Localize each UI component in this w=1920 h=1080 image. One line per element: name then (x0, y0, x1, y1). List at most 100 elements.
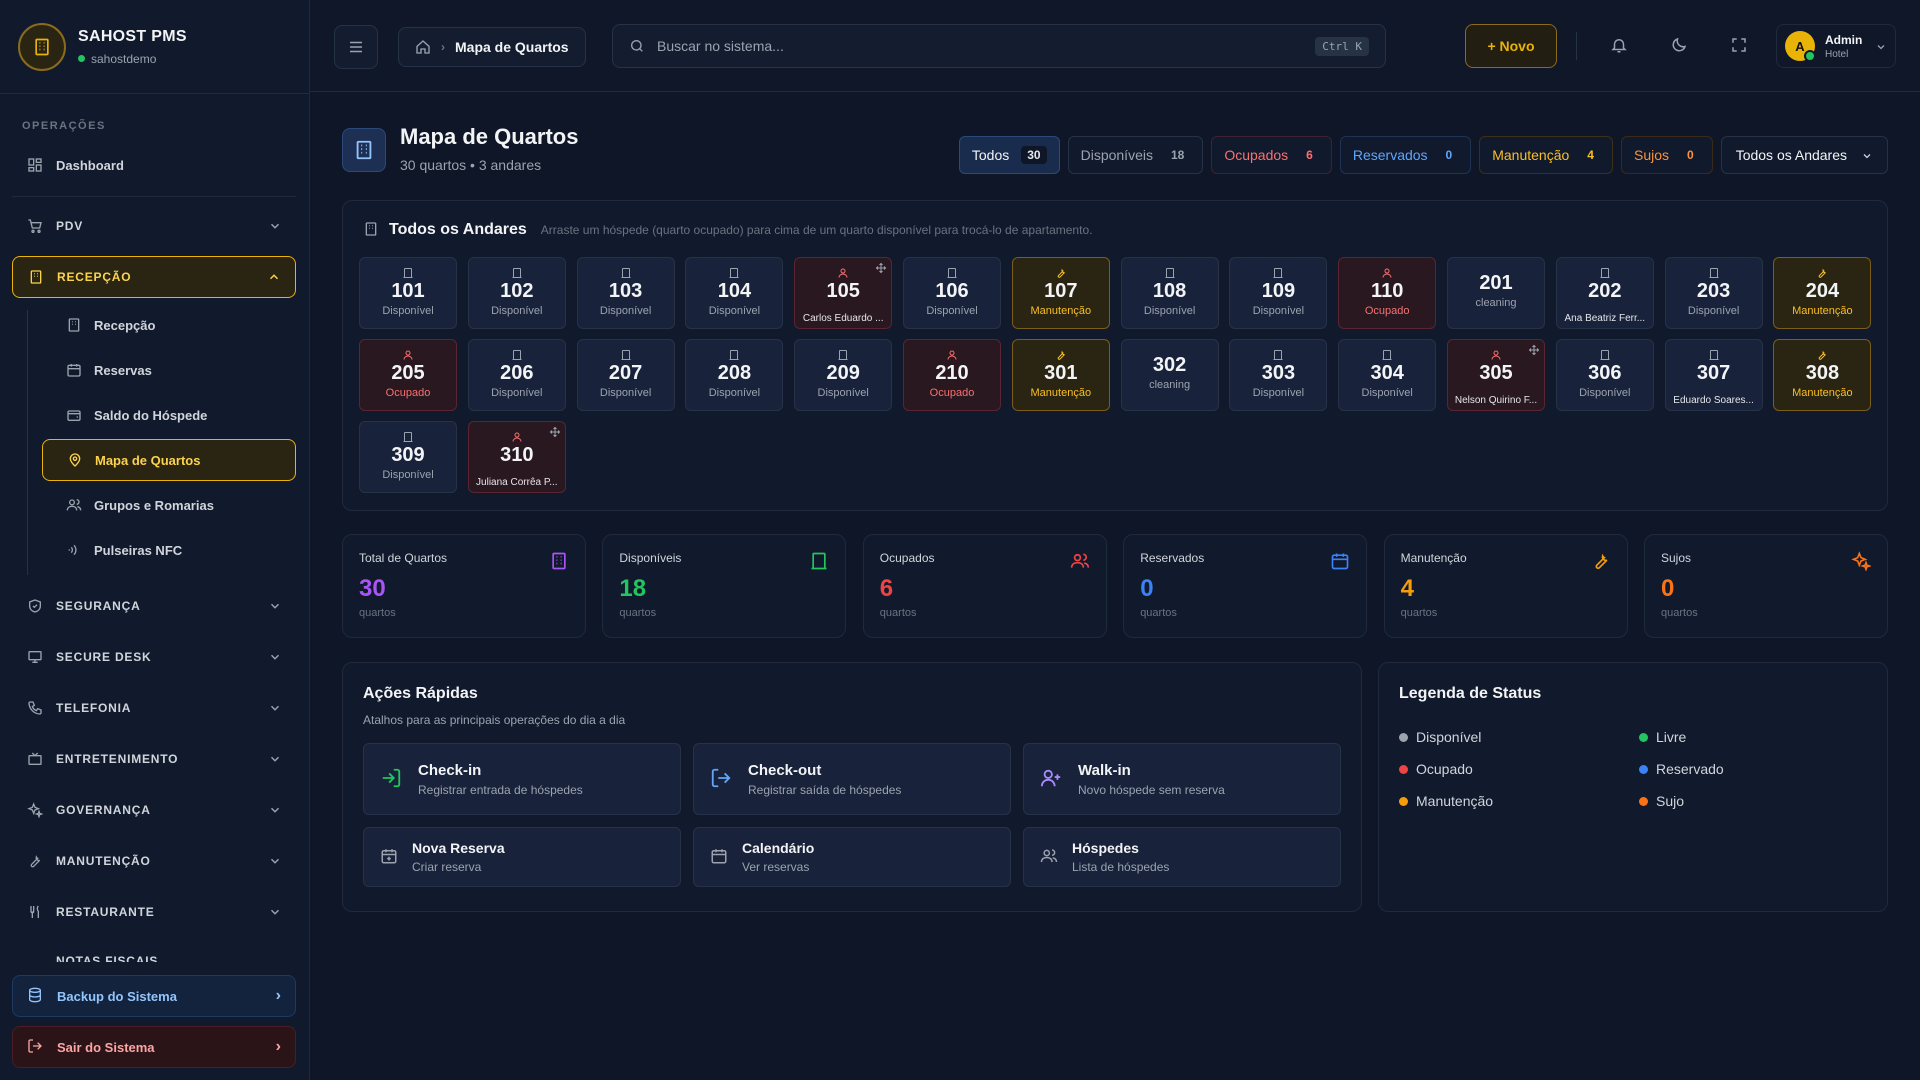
page-title: Mapa de Quartos (400, 124, 579, 149)
stat-unit: quartos (359, 607, 396, 619)
room-card-104[interactable]: 104 Disponível (685, 257, 784, 329)
menu-toggle-button[interactable] (334, 25, 378, 69)
room-card-105[interactable]: 105 Carlos Eduardo ... (794, 257, 893, 329)
bell-icon[interactable] (1608, 34, 1630, 56)
nova-reserva-button[interactable]: Nova Reserva Criar reserva (363, 827, 681, 887)
filter-manutencao[interactable]: Manutenção 4 (1479, 136, 1613, 174)
door-icon (1708, 348, 1720, 360)
home-icon[interactable] (415, 39, 431, 55)
moon-icon[interactable] (1668, 34, 1690, 56)
room-card-107[interactable]: 107 Manutenção (1011, 257, 1110, 329)
room-card-201[interactable]: 201 cleaning (1447, 257, 1545, 329)
wrench-icon (26, 852, 44, 870)
room-card-304[interactable]: 304 Disponível (1338, 339, 1437, 411)
calendario-button[interactable]: Calendário Ver reservas (693, 827, 1011, 887)
room-card-303[interactable]: 303 Disponível (1229, 339, 1328, 411)
sidebar-item-secure-desk[interactable]: SECURE DESK (12, 636, 296, 678)
sidebar-subitem-grupos[interactable]: Grupos e Romarias (42, 484, 296, 526)
user-icon (402, 348, 414, 360)
room-card-305[interactable]: 305 Nelson Quirino F... (1447, 339, 1545, 411)
room-status: cleaning (1475, 297, 1517, 309)
sidebar-item-label: ENTRETENIMENTO (56, 752, 179, 766)
room-card-207[interactable]: 207 Disponível (576, 339, 675, 411)
stat-value: 0 (1140, 575, 1154, 602)
sidebar-item-entretenimento[interactable]: ENTRETENIMENTO (12, 738, 296, 780)
room-card-209[interactable]: 209 Disponível (794, 339, 893, 411)
logout-button[interactable]: Sair do Sistema › (12, 1026, 296, 1068)
hospedes-button[interactable]: Hóspedes Lista de hóspedes (1023, 827, 1341, 887)
walkin-button[interactable]: Walk-in Novo hóspede sem reserva (1023, 743, 1341, 815)
backup-button[interactable]: Backup do Sistema › (12, 975, 296, 1017)
room-card-208[interactable]: 208 Disponível (685, 339, 784, 411)
room-card-205[interactable]: 205 Ocupado (359, 339, 457, 411)
floor-select-value: Todos os Andares (1735, 147, 1847, 163)
room-card-202[interactable]: 202 Ana Beatriz Ferr... (1555, 257, 1654, 329)
room-card-308[interactable]: 308 Manutenção (1773, 339, 1872, 411)
action-desc: Criar reserva (412, 860, 482, 874)
floor-select[interactable]: Todos os Andares (1720, 136, 1888, 174)
room-number: 303 (1261, 362, 1296, 384)
stat-value: 18 (619, 575, 647, 602)
move-icon[interactable] (549, 425, 561, 438)
sidebar-subitem-saldo[interactable]: Saldo do Hóspede (42, 394, 296, 436)
room-card-206[interactable]: 206 Disponível (467, 339, 566, 411)
room-card-101[interactable]: 101 Disponível (359, 257, 457, 329)
user-menu[interactable]: A Admin Hotel (1776, 24, 1896, 68)
filter-disponiveis[interactable]: Disponíveis 18 (1067, 136, 1204, 174)
room-card-204[interactable]: 204 Manutenção (1773, 257, 1872, 329)
sidebar-subitem-label: Saldo do Hóspede (94, 407, 208, 423)
sidebar-subitem-reservas[interactable]: Reservas (42, 349, 296, 391)
room-status: Disponível (382, 305, 434, 317)
room-card-203[interactable]: 203 Disponível (1664, 257, 1763, 329)
sidebar-item-restaurante[interactable]: RESTAURANTE (12, 891, 296, 933)
checkout-button[interactable]: Check-out Registrar saída de hóspedes (693, 743, 1011, 815)
room-card-306[interactable]: 306 Disponível (1555, 339, 1654, 411)
calendar-icon (710, 847, 730, 867)
room-card-307[interactable]: 307 Eduardo Soares... (1664, 339, 1763, 411)
room-card-106[interactable]: 106 Disponível (903, 257, 1001, 329)
room-card-309[interactable]: 309 Disponível (359, 421, 457, 493)
filter-reservados[interactable]: Reservados 0 (1339, 136, 1472, 174)
door-icon (946, 266, 958, 278)
room-card-103[interactable]: 103 Disponível (576, 257, 675, 329)
legend-item: Manutenção (1399, 793, 1493, 809)
sidebar-subitem-recepcao[interactable]: Recepção (42, 304, 296, 346)
sidebar: SAHOST PMS sahostdemo OPERAÇÕES Dashboar… (0, 0, 310, 1080)
stat-unit: quartos (1140, 607, 1177, 619)
chevron-down-icon (268, 701, 282, 715)
sidebar-item-recepcao[interactable]: RECEPÇÃO (12, 256, 296, 298)
sidebar-item-seguranca[interactable]: SEGURANÇA (12, 585, 296, 627)
room-card-210[interactable]: 210 Ocupado (903, 339, 1001, 411)
search-input[interactable]: Buscar no sistema... Ctrl K (612, 24, 1386, 68)
room-number: 103 (608, 280, 643, 302)
room-card-102[interactable]: 102 Disponível (467, 257, 566, 329)
move-icon[interactable] (875, 261, 887, 274)
filter-sujos[interactable]: Sujos 0 (1620, 136, 1713, 174)
room-number: 209 (826, 362, 860, 384)
room-card-109[interactable]: 109 Disponível (1229, 257, 1328, 329)
action-desc: Lista de hóspedes (1072, 860, 1170, 874)
move-icon[interactable] (1528, 343, 1540, 356)
sidebar-item-governanca[interactable]: GOVERNANÇA (12, 789, 296, 831)
chevron-down-icon (268, 599, 282, 613)
door-icon (1708, 266, 1720, 278)
new-button[interactable]: + Novo (1465, 24, 1557, 68)
sidebar-item-telefonia[interactable]: TELEFONIA (12, 687, 296, 729)
room-card-110[interactable]: 110 Ocupado (1338, 257, 1437, 329)
checkin-button[interactable]: Check-in Registrar entrada de hóspedes (363, 743, 681, 815)
filter-todos[interactable]: Todos 30 (958, 136, 1060, 174)
room-card-302[interactable]: 302 cleaning (1120, 339, 1219, 411)
sidebar-item-pdv[interactable]: PDV (12, 205, 296, 247)
sidebar-subitem-pulseiras[interactable]: Pulseiras NFC (42, 529, 296, 571)
door-icon (402, 430, 414, 442)
fullscreen-icon[interactable] (1728, 34, 1750, 56)
room-card-310[interactable]: 310 Juliana Corrêa P... (467, 421, 566, 493)
room-card-301[interactable]: 301 Manutenção (1011, 339, 1110, 411)
room-card-108[interactable]: 108 Disponível (1120, 257, 1219, 329)
sidebar-item-dashboard[interactable]: Dashboard (12, 144, 296, 186)
sidebar-item-notas-fiscais[interactable]: NOTAS FISCAIS (12, 942, 296, 962)
filter-ocupados[interactable]: Ocupados 6 (1211, 136, 1332, 174)
legend-label: Disponível (1416, 729, 1482, 745)
sidebar-subitem-mapa-quartos[interactable]: Mapa de Quartos (42, 439, 296, 481)
sidebar-item-manutencao[interactable]: MANUTENÇÃO (12, 840, 296, 882)
